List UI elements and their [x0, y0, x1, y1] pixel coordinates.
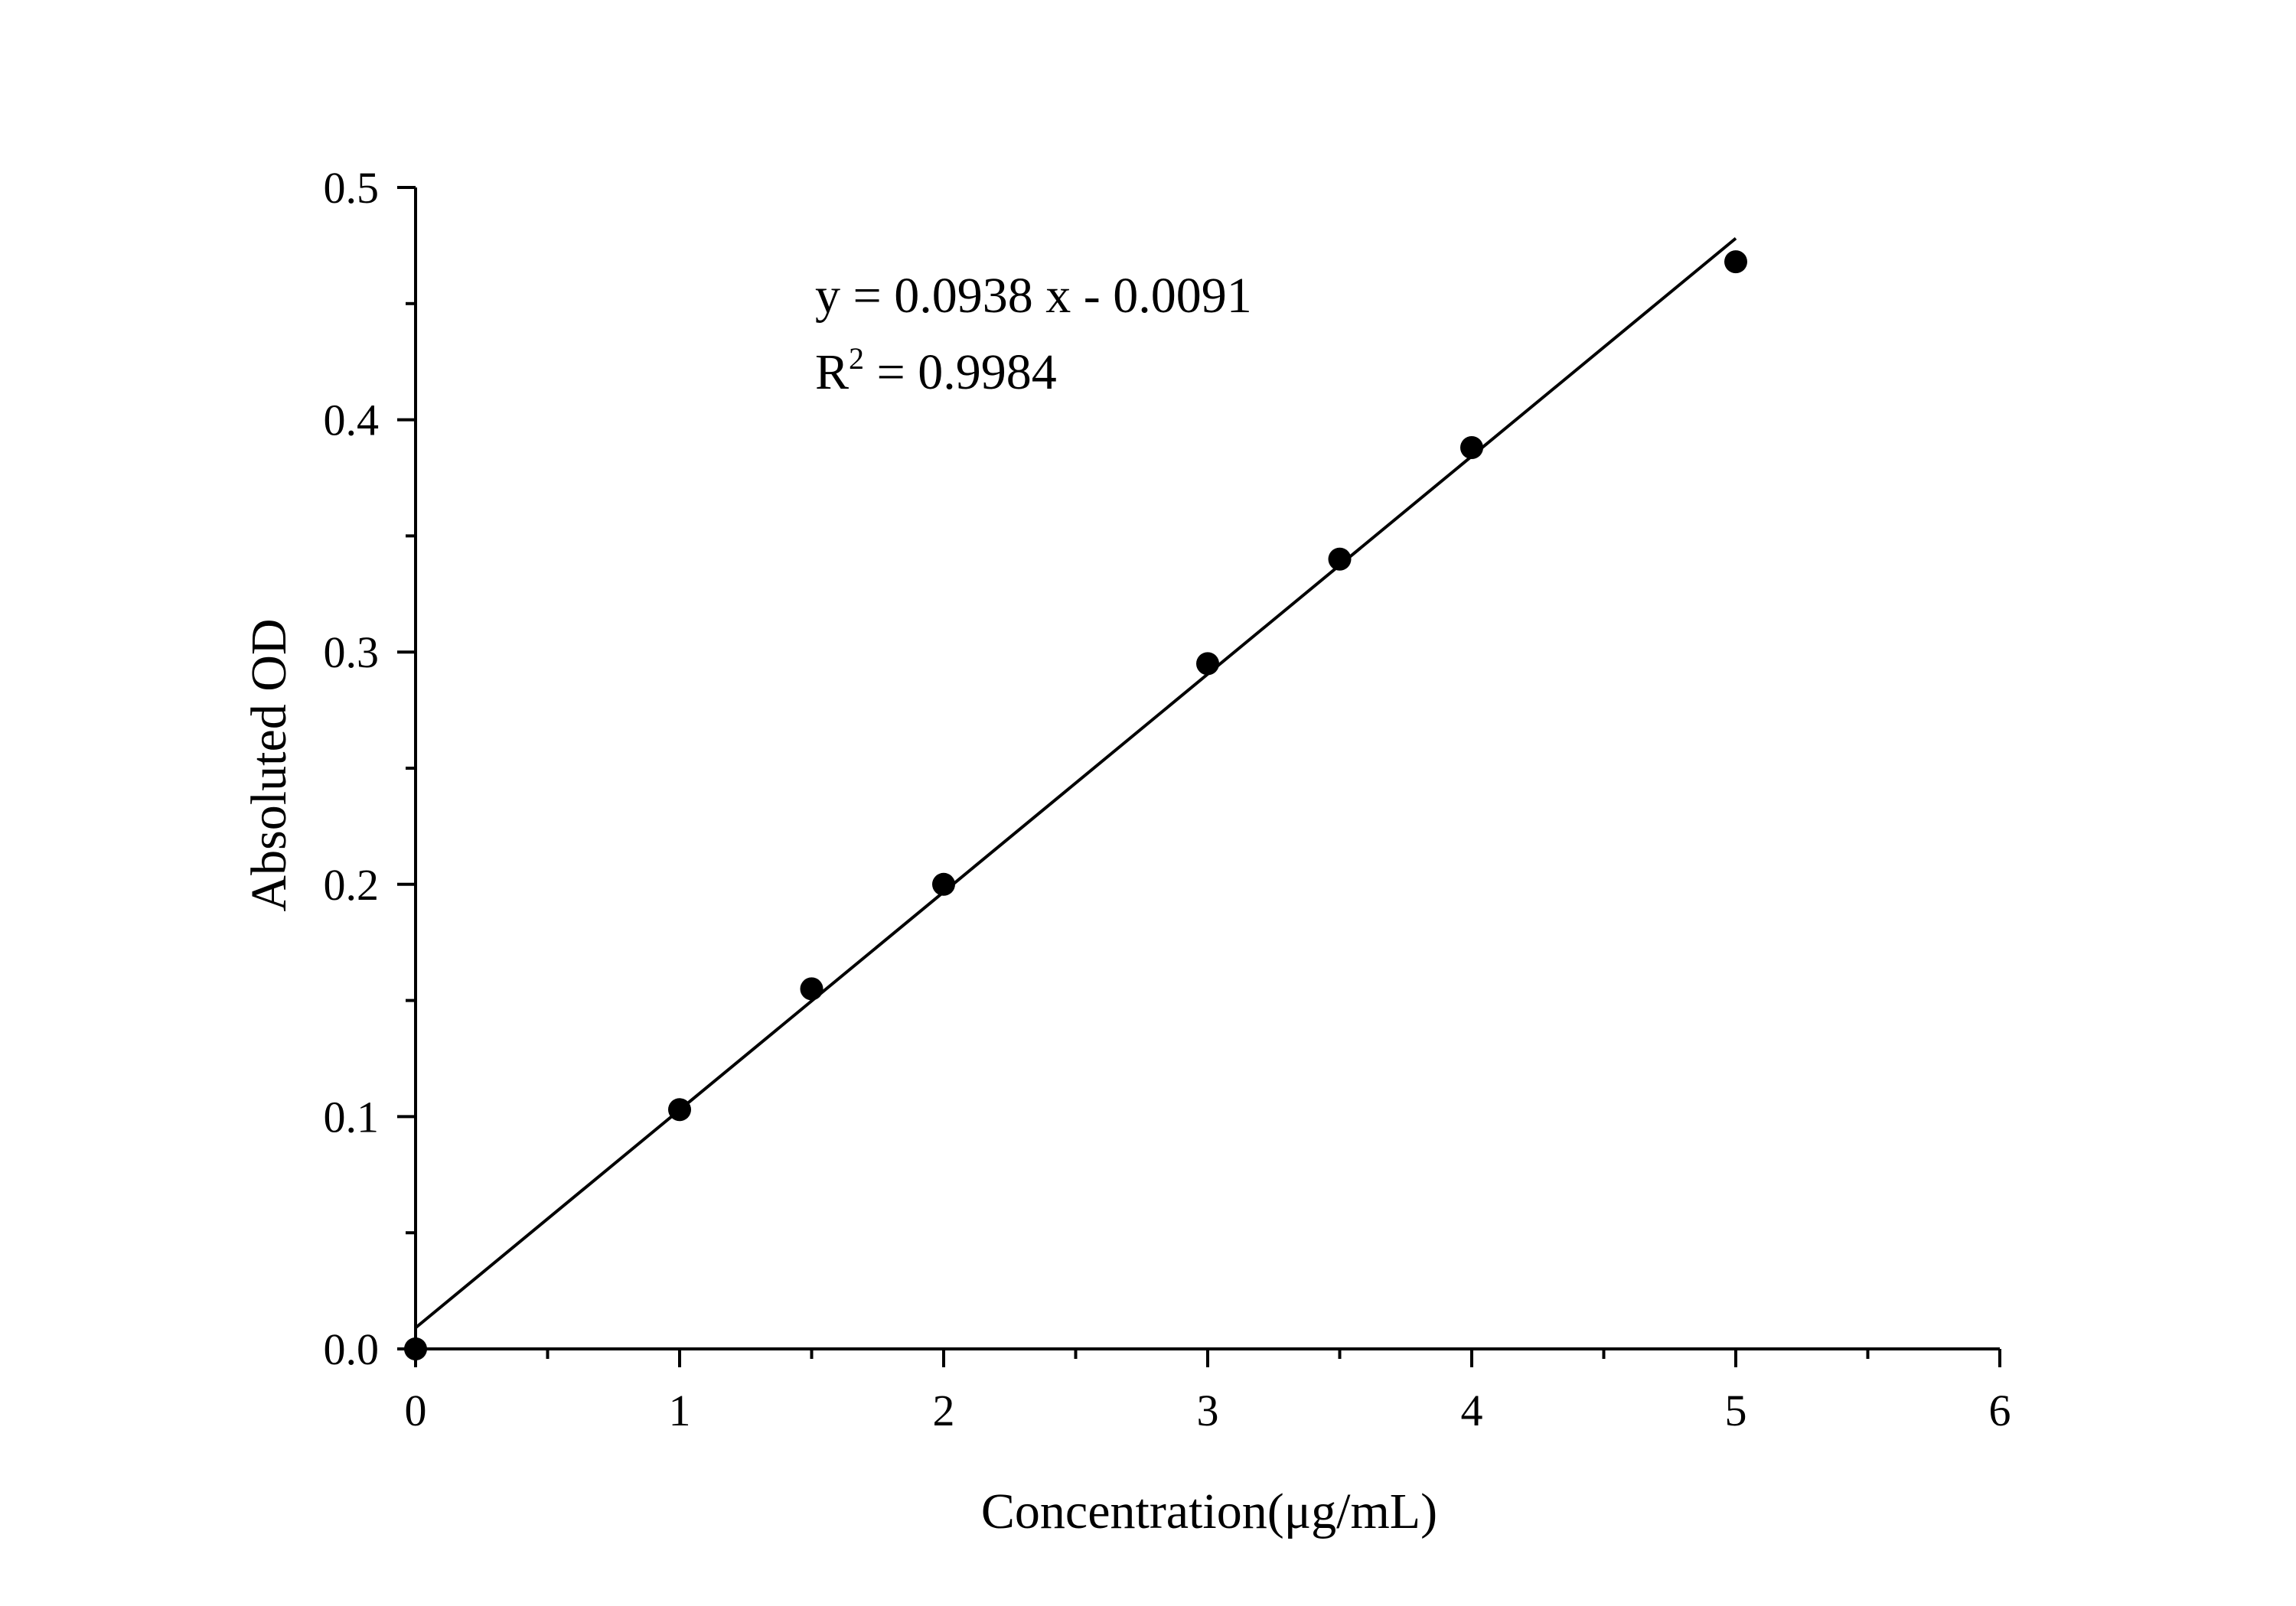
- axis-ticks: [397, 186, 2001, 1367]
- y-tick-label: 0.5: [324, 163, 380, 213]
- fit-equation: y = 0.0938 x - 0.0091: [815, 268, 1252, 324]
- x-axis-title: Concentration(μg/mL): [981, 1484, 1437, 1539]
- y-tick-label: 0.4: [324, 396, 380, 445]
- x-tick-label: 0: [405, 1386, 427, 1435]
- data-point: [1460, 436, 1483, 460]
- linear-fit-line: [414, 236, 1737, 1329]
- data-point: [668, 1098, 691, 1122]
- r-squared-annotation: R2 = 0.9984: [815, 341, 1057, 400]
- tick-labels: 0 1 2 3 4 5 6 0.0 0.1 0.2 0.3 0.4 0.5: [324, 163, 2011, 1435]
- x-tick-label: 6: [1989, 1386, 2011, 1435]
- y-axis-title: Absoluted OD: [241, 618, 297, 911]
- data-point: [1196, 652, 1219, 676]
- r-squared-symbol: R: [815, 344, 849, 400]
- x-tick-label: 3: [1197, 1386, 1219, 1435]
- r-squared-exponent: 2: [849, 341, 864, 376]
- y-tick-label: 0.2: [324, 860, 380, 910]
- data-point: [800, 977, 823, 1001]
- data-points: [404, 250, 1747, 1360]
- data-point: [932, 872, 955, 896]
- x-tick-label: 5: [1725, 1386, 1747, 1435]
- y-tick-label: 0.3: [324, 627, 380, 677]
- data-point: [404, 1337, 427, 1360]
- x-tick-label: 1: [669, 1386, 691, 1435]
- r-squared-value: = 0.9984: [864, 344, 1057, 400]
- y-tick-label: 0.0: [324, 1324, 380, 1374]
- x-tick-label: 2: [933, 1386, 955, 1435]
- axes: [414, 187, 2000, 1350]
- fit-line-group: [414, 236, 1737, 1329]
- data-point: [1328, 547, 1352, 571]
- x-tick-label: 4: [1461, 1386, 1483, 1435]
- y-tick-label: 0.1: [324, 1092, 380, 1142]
- data-point: [1724, 250, 1747, 274]
